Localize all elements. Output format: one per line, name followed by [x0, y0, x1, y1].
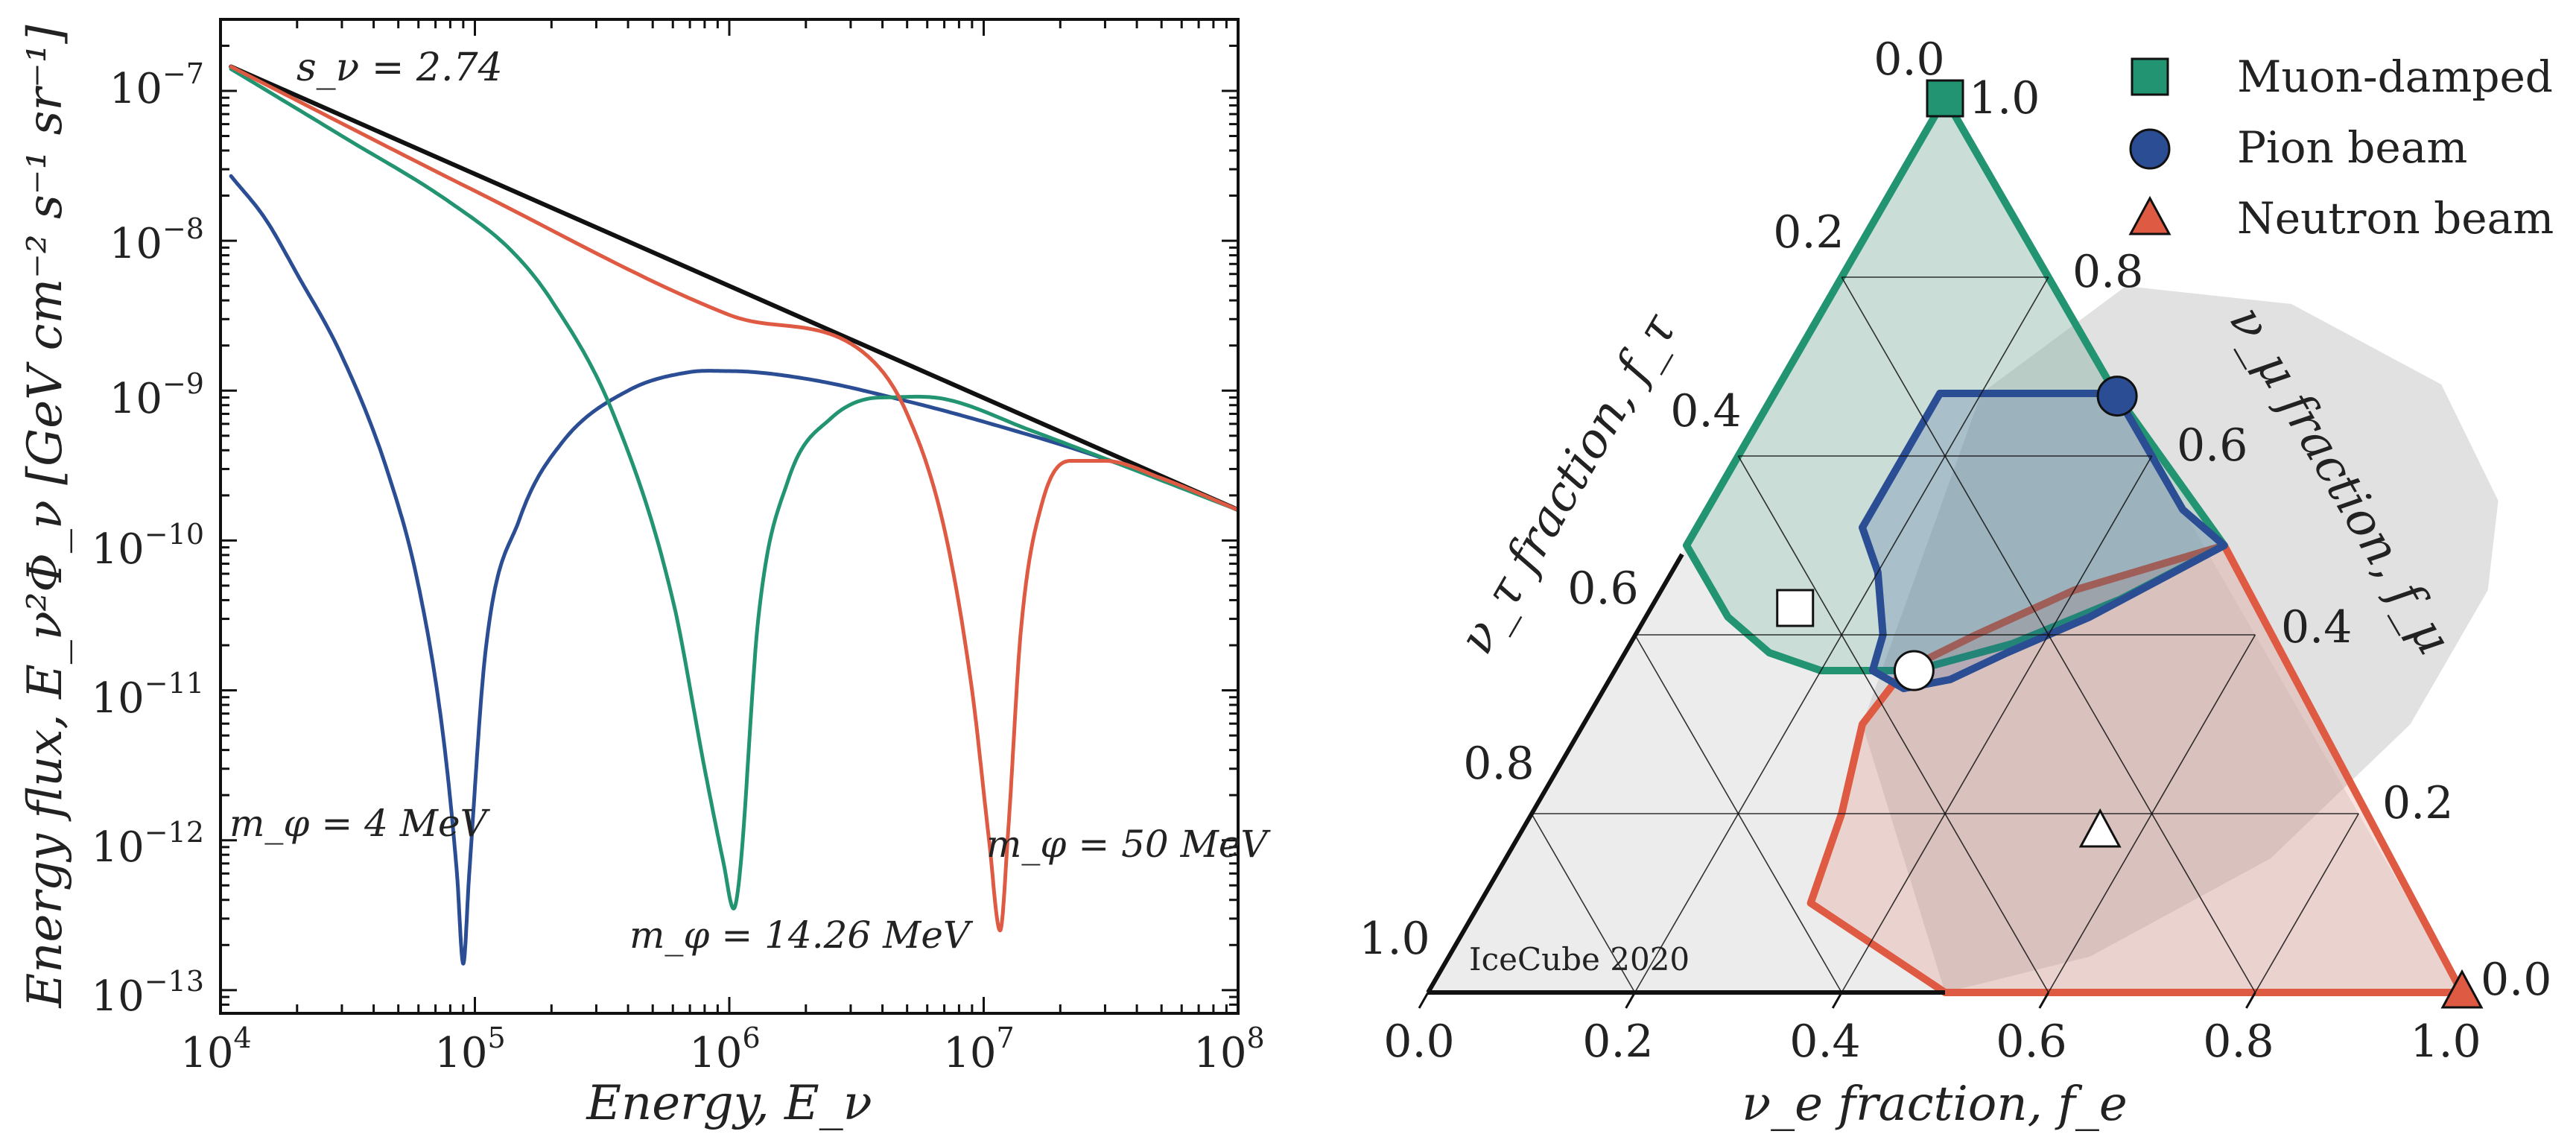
legend-marker-square	[2131, 57, 2169, 96]
fmu-tick-label: 0.0	[2481, 954, 2551, 1006]
ftau-tick-label: 0.0	[1874, 34, 1944, 86]
y-tick-label: 10−9	[110, 367, 204, 423]
fe-tick-label: 1.0	[2410, 1016, 2481, 1068]
left-tick-labels: 0.0 0.2 0.4 0.6 0.8 1.0	[1359, 34, 1944, 965]
y-tick-label: 10−11	[92, 667, 204, 723]
y-tick-label: 10−8	[110, 212, 204, 268]
curve-4mev	[229, 174, 1238, 966]
ternary-markers	[1776, 79, 2484, 1009]
plot-frame	[219, 18, 1240, 1015]
y-tick-label: 10−7	[110, 57, 204, 113]
right-tick-labels: 0.0 0.2 0.4 0.6 0.8 1.0	[1969, 72, 2551, 1006]
fe-tick	[1625, 992, 1636, 1009]
fe-tick	[1418, 992, 1430, 1009]
ftau-tick-label: 0.6	[1567, 563, 1638, 615]
x-tick-labels: 104 105 106 107 108	[180, 1022, 1264, 1077]
y-tick-label: 10−13	[92, 965, 204, 1021]
legend-label: Muon-damped	[2237, 51, 2553, 102]
fmu-tick-label: 1.0	[1969, 72, 2040, 124]
flux-chart: 10−7 10−8 10−9 10−10 10−11 10−12 10−13 1…	[18, 18, 1271, 1131]
pion-beam-decayed-marker	[1893, 650, 1935, 691]
legend-marker-triangle	[2128, 195, 2171, 235]
ftau-tick-label: 0.2	[1773, 206, 1844, 259]
grid-line	[2048, 634, 2256, 993]
curve-14mev	[229, 67, 1238, 911]
legend-label: Pion beam	[2237, 122, 2467, 173]
x-axis-label: Energy, E_ν	[586, 1076, 872, 1131]
x-tick-label: 108	[1193, 1022, 1264, 1077]
x-tick-label: 104	[180, 1022, 251, 1077]
fe-tick-label: 0.2	[1582, 1016, 1653, 1068]
fmu-tick-label: 0.8	[2072, 246, 2143, 298]
standard-flux-line	[229, 64, 1238, 513]
fe-tick-label: 0.0	[1383, 1016, 1454, 1068]
fmu-tick-label: 0.2	[2382, 777, 2453, 829]
fe-tick	[2038, 992, 2050, 1009]
ftau-tick-label: 0.4	[1670, 385, 1741, 437]
muon-damped-decayed-marker	[1776, 589, 1815, 627]
fmu-tick-label: 0.6	[2177, 419, 2247, 472]
grid-line	[1634, 634, 1842, 993]
curve-label-14mev: m_φ = 14.26 MeV	[629, 913, 974, 957]
bottom-tick-labels: 0.0 0.2 0.4 0.6 0.8 1.0	[1383, 1016, 2481, 1068]
y-tick-labels: 10−7 10−8 10−9 10−10 10−11 10−12 10−13	[92, 57, 204, 1021]
pion-beam-marker	[2096, 376, 2138, 417]
icecube-label: IceCube 2020	[1469, 941, 1690, 978]
fe-axis-label: ν_e fraction, f_e	[1742, 1077, 2128, 1132]
curve-label-50mev: m_φ = 50 MeV	[986, 823, 1271, 866]
muon-damped-region	[1683, 95, 2228, 674]
fe-tick-label: 0.4	[1789, 1016, 1860, 1068]
x-tick-label: 107	[943, 1022, 1014, 1077]
fe-tick-label: 0.6	[1996, 1016, 2066, 1068]
legend-label: Neutron beam	[2237, 193, 2554, 244]
ternary-left-edge	[1426, 553, 1684, 994]
legend-marker-circle	[2129, 128, 2171, 170]
y-tick-label: 10−10	[92, 518, 204, 574]
ftau-tick-label: 1.0	[1359, 913, 1430, 965]
muon-damped-marker	[1926, 79, 1964, 118]
curve-50mev	[229, 65, 1238, 933]
grid-line	[1531, 813, 1636, 993]
neutron-beam-marker	[2440, 969, 2484, 1009]
legend: Muon-damped Pion beam Neutron beam	[2128, 51, 2554, 244]
fmu-tick-label: 0.4	[2281, 601, 2352, 653]
fe-tick	[2245, 992, 2256, 1009]
grid-line	[1841, 455, 2153, 993]
y-axis-label: Energy flux, E_ν²Φ_ν [GeV cm⁻² s⁻¹ sr⁻¹]	[18, 25, 73, 1009]
fe-tick	[1831, 992, 1843, 1009]
grid-line	[1737, 455, 2049, 993]
icecube-2020-region	[1862, 286, 2499, 992]
y-tick-label: 10−12	[92, 816, 204, 872]
ftau-tick-label: 0.8	[1463, 738, 1534, 790]
x-tick-label: 105	[434, 1022, 505, 1077]
ternary-grid	[1418, 276, 2464, 1009]
grid-line	[2254, 813, 2359, 993]
flavor-ternary: 0.0 0.2 0.4 0.6 0.8 1.0 0.0 0.2 0.4 0.6 …	[1359, 34, 2554, 1132]
spectral-index-annotation: s_ν = 2.74	[296, 45, 503, 90]
flux-curves	[229, 64, 1238, 966]
x-tick-label: 106	[689, 1022, 760, 1077]
fe-tick-label: 0.8	[2203, 1016, 2274, 1068]
neutron-beam-decayed-marker	[2078, 808, 2122, 848]
curve-label-4mev: m_φ = 4 MeV	[229, 802, 491, 845]
